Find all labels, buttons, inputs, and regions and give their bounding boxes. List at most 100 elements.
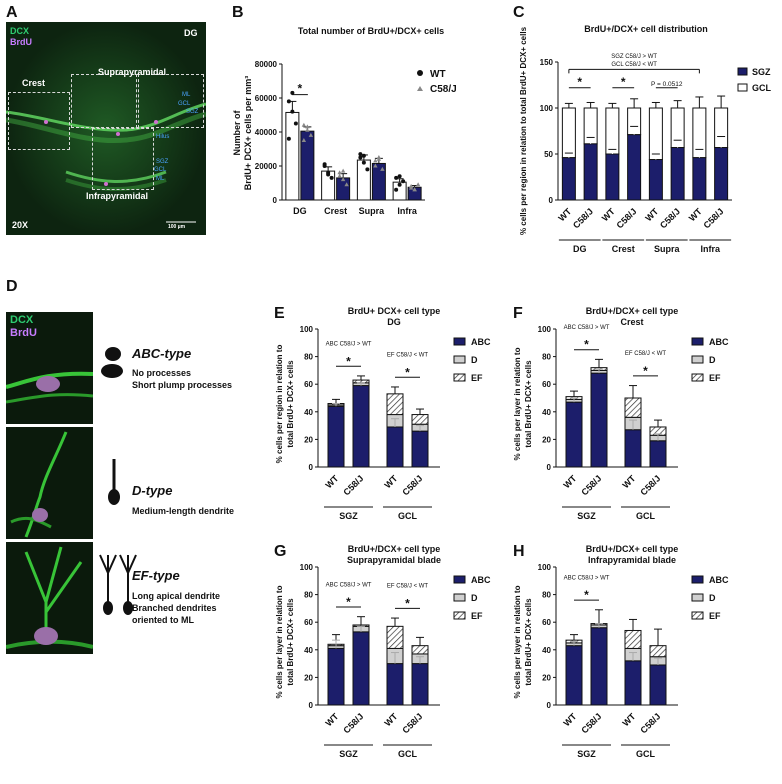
sgz-label-2: SGZ [156,159,169,165]
chart-h-legend-abc: ABC [709,575,729,585]
chart-b-category-label: Crest [324,206,347,216]
chart-h-ylabel-2: total BrdU+ DCX+ cells [524,598,533,686]
chart-e-ytick-label: 20 [304,435,313,444]
brdu-label-d: BrdU [10,327,37,339]
chart-c-bar-gcl [648,107,663,161]
chart-b-point-wt [358,152,363,157]
chart-e-legend-abc-swatch [453,337,466,346]
chart-f-legend-abc: ABC [709,337,729,347]
chart-g-bar-ef [411,645,429,655]
chart-h-bar-abc [590,627,608,706]
chart-h-sig-star: * [584,588,589,602]
chart-c-bar-gcl [561,107,576,159]
chart-f-ytick-label: 60 [542,380,551,389]
chart-f-legend-ef-swatch [691,373,704,382]
chart-h-ytick-label: 40 [542,646,551,655]
chart-c-ytick-label: 100 [540,104,554,113]
chart-c-bar-sgz [561,157,576,201]
chart-h-legend-abc-swatch [691,575,704,584]
chart-e-bar-abc [327,405,345,468]
crest-label: Crest [22,78,46,88]
chart-f-ytick-label: 80 [542,353,551,362]
chart-c-ytick-label: 0 [549,196,554,205]
ef-type-desc-3: oriented to ML [132,615,194,625]
chart-b-point-c58j [301,138,307,142]
chart-e-ytick-label: 80 [304,353,313,362]
chart-g-bar-abc [386,663,404,706]
chart-b-point-wt [397,182,402,187]
chart-c-bar-sgz [627,134,642,201]
chart-b-point-c58j [305,124,310,129]
chart-c-group-label: Infra [700,244,720,254]
chart-b-ytick-label: 0 [273,196,278,205]
chart-e-sig-star: * [405,365,410,379]
chart-c-bar-sgz [714,147,729,201]
ml-label-1: ML [182,92,191,98]
chart-h-legend-d-swatch [691,593,704,602]
chart-g-group-label: GCL [398,749,418,759]
chart-f-bar-ef [624,397,642,418]
scale-bar-label: 100 µm [168,224,186,230]
chart-c-bar-sgz [605,153,620,201]
abc-cell-icon [101,347,123,378]
chart-c-xtick-label: WT [643,206,660,223]
chart-e-xtick-label: C58/J [341,473,365,497]
chart-b-point-c58j [344,182,349,187]
chart-f-xtick-label: WT [620,473,637,490]
chart-c-legend-gcl: GCL [752,83,772,93]
chart-c-sig-star: * [577,75,582,89]
chart-e-group-label: SGZ [339,511,358,521]
chart-f-legend-ef: EF [709,373,721,383]
ef-cell-icon [99,554,137,615]
chart-g-xtick-label: WT [323,711,340,728]
chart-b-sig-star: * [298,82,303,96]
chart-f-ylabel-1: % cells per layer in relation to [513,347,522,460]
chart-b-bar [356,159,371,201]
chart-h-ytick-label: 80 [542,591,551,600]
chart-h-title-1: BrdU+/DCX+ cell type [586,544,679,554]
chart-f-bar-abc [649,440,667,468]
chart-f-ytick-label: 100 [538,325,552,334]
chart-g-bar-abc [352,631,370,706]
d-type-desc-1: Medium-length dendrite [132,506,234,516]
chart-h-xtick-label: C58/J [579,711,603,735]
chart-h-title-2: Infrapyramidal blade [588,555,676,565]
chart-e-bar-abc [386,426,404,468]
chart-b-total-cells: Total number of BrdU+/DCX+ cells Number o… [232,26,457,216]
chart-h-ytick-label: 20 [542,673,551,682]
chart-e-bar-abc [411,430,429,468]
chart-c-legend-sgz-swatch [737,67,748,76]
chart-b-bar [285,111,300,201]
chart-h-legend-ef: EF [709,611,721,621]
chart-c-ytick-label: 50 [544,150,553,159]
chart-h-xtick-label: WT [620,711,637,728]
chart-c-title: BrdU+/DCX+ cell distribution [584,24,708,34]
micrograph-ef [6,542,93,654]
chart-b-point-c58j [376,156,382,161]
ml-label-2: ML [156,176,165,182]
micrograph-a: DCX BrdU DG Crest Suprapyramidal Infrapy… [6,22,206,235]
chart-g-sig-star: * [405,596,410,610]
chart-c-ytick-label: 150 [540,58,554,67]
chart-c-annotation-1: SGZ C58/J > WT [611,54,657,60]
chart-c-bar-sgz [583,143,598,201]
chart-g-legend-abc: ABC [471,575,491,585]
chart-f-annotation: ABC C58/J > WT [564,325,610,331]
chart-b-point-c58j [340,177,346,182]
chart-e-legend-ef-swatch [453,373,466,382]
chart-h-annotation: ABC C58/J > WT [564,575,610,581]
chart-g-legend-abc-swatch [453,575,466,584]
chart-h-legend-ef-swatch [691,611,704,620]
chart-c-xtick-label: WT [687,206,704,223]
chart-b-point-wt [401,179,406,184]
chart-b-point-wt [322,162,327,167]
chart-f-sig-star: * [584,338,589,352]
chart-g-ytick-label: 40 [304,646,313,655]
ef-type-block: EF-type Long apical dendrite Branched de… [132,568,220,626]
abc-type-block: ABC-type No processes Short plump proces… [132,346,232,391]
chart-f-ylabel-2: total BrdU+ DCX+ cells [524,360,533,448]
chart-g-legend-ef: EF [471,611,483,621]
chart-e-title-2: DG [387,317,401,327]
chart-g-ytick-label: 100 [300,563,314,572]
